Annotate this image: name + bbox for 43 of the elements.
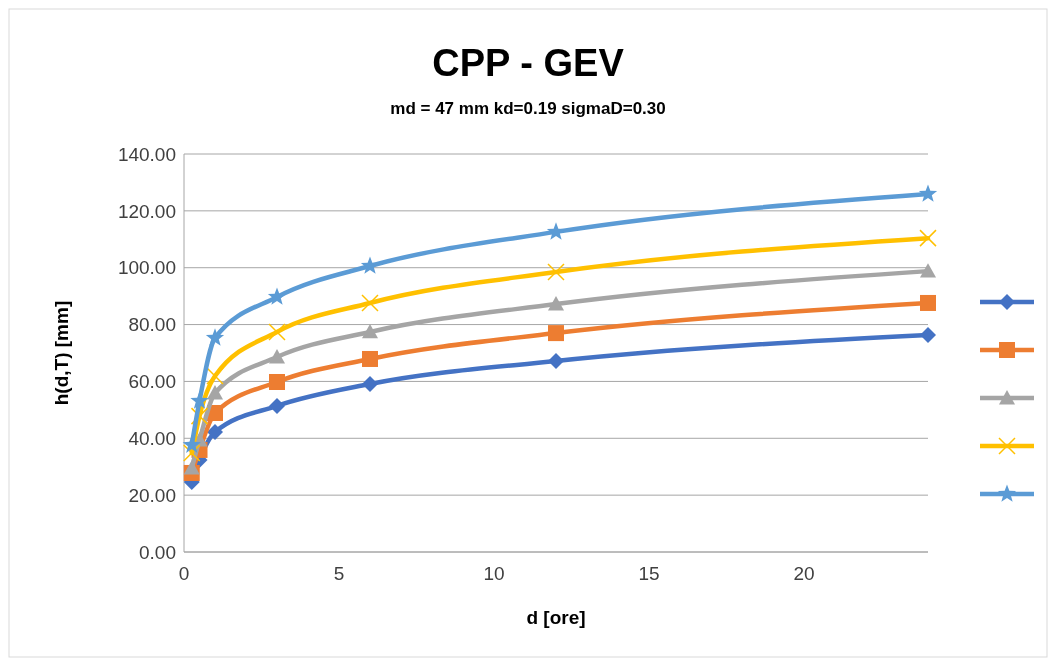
y-axis-title: h(d,T) [mm] xyxy=(51,300,72,406)
y-tick-label: 140.00 xyxy=(117,143,176,165)
point xyxy=(546,222,566,240)
point xyxy=(362,375,378,392)
x-tick-label: 0 xyxy=(178,563,190,584)
point xyxy=(190,407,209,425)
point xyxy=(919,229,937,247)
point xyxy=(207,424,223,441)
point xyxy=(548,325,564,342)
y-tick-label: 20.00 xyxy=(128,484,176,506)
point xyxy=(269,374,285,390)
point xyxy=(918,184,938,202)
y-tick-label: 40.00 xyxy=(128,427,176,449)
point xyxy=(190,391,209,409)
point xyxy=(183,444,201,462)
x-tick-label: 20 xyxy=(793,563,815,584)
point xyxy=(548,296,564,311)
point xyxy=(920,327,936,344)
y-tick-label: 80.00 xyxy=(128,314,176,336)
point xyxy=(547,263,565,281)
x-axis-title: d [ore] xyxy=(526,607,586,628)
point xyxy=(207,385,223,400)
point xyxy=(205,328,225,346)
point xyxy=(269,397,285,414)
point xyxy=(548,352,564,369)
point xyxy=(920,263,936,278)
x-tick-label: 5 xyxy=(333,563,345,584)
point xyxy=(920,294,936,311)
point xyxy=(268,323,286,341)
y-tick-label: 100.00 xyxy=(117,257,176,279)
point xyxy=(361,294,379,312)
point xyxy=(362,323,378,339)
point xyxy=(267,287,287,305)
y-tick-label: 60.00 xyxy=(128,371,176,393)
point xyxy=(362,350,378,367)
x-tick-label: 10 xyxy=(483,563,505,584)
chart-subtitle: md = 47 mm kd=0.19 sigmaD=0.30 xyxy=(390,99,666,118)
chart-title: CPP - GEV xyxy=(432,42,625,84)
point xyxy=(183,460,200,475)
x-tick-label: 15 xyxy=(638,563,660,584)
y-tick-label: 0.00 xyxy=(139,541,176,563)
point xyxy=(269,348,285,364)
y-tick-label: 120.00 xyxy=(117,200,176,222)
